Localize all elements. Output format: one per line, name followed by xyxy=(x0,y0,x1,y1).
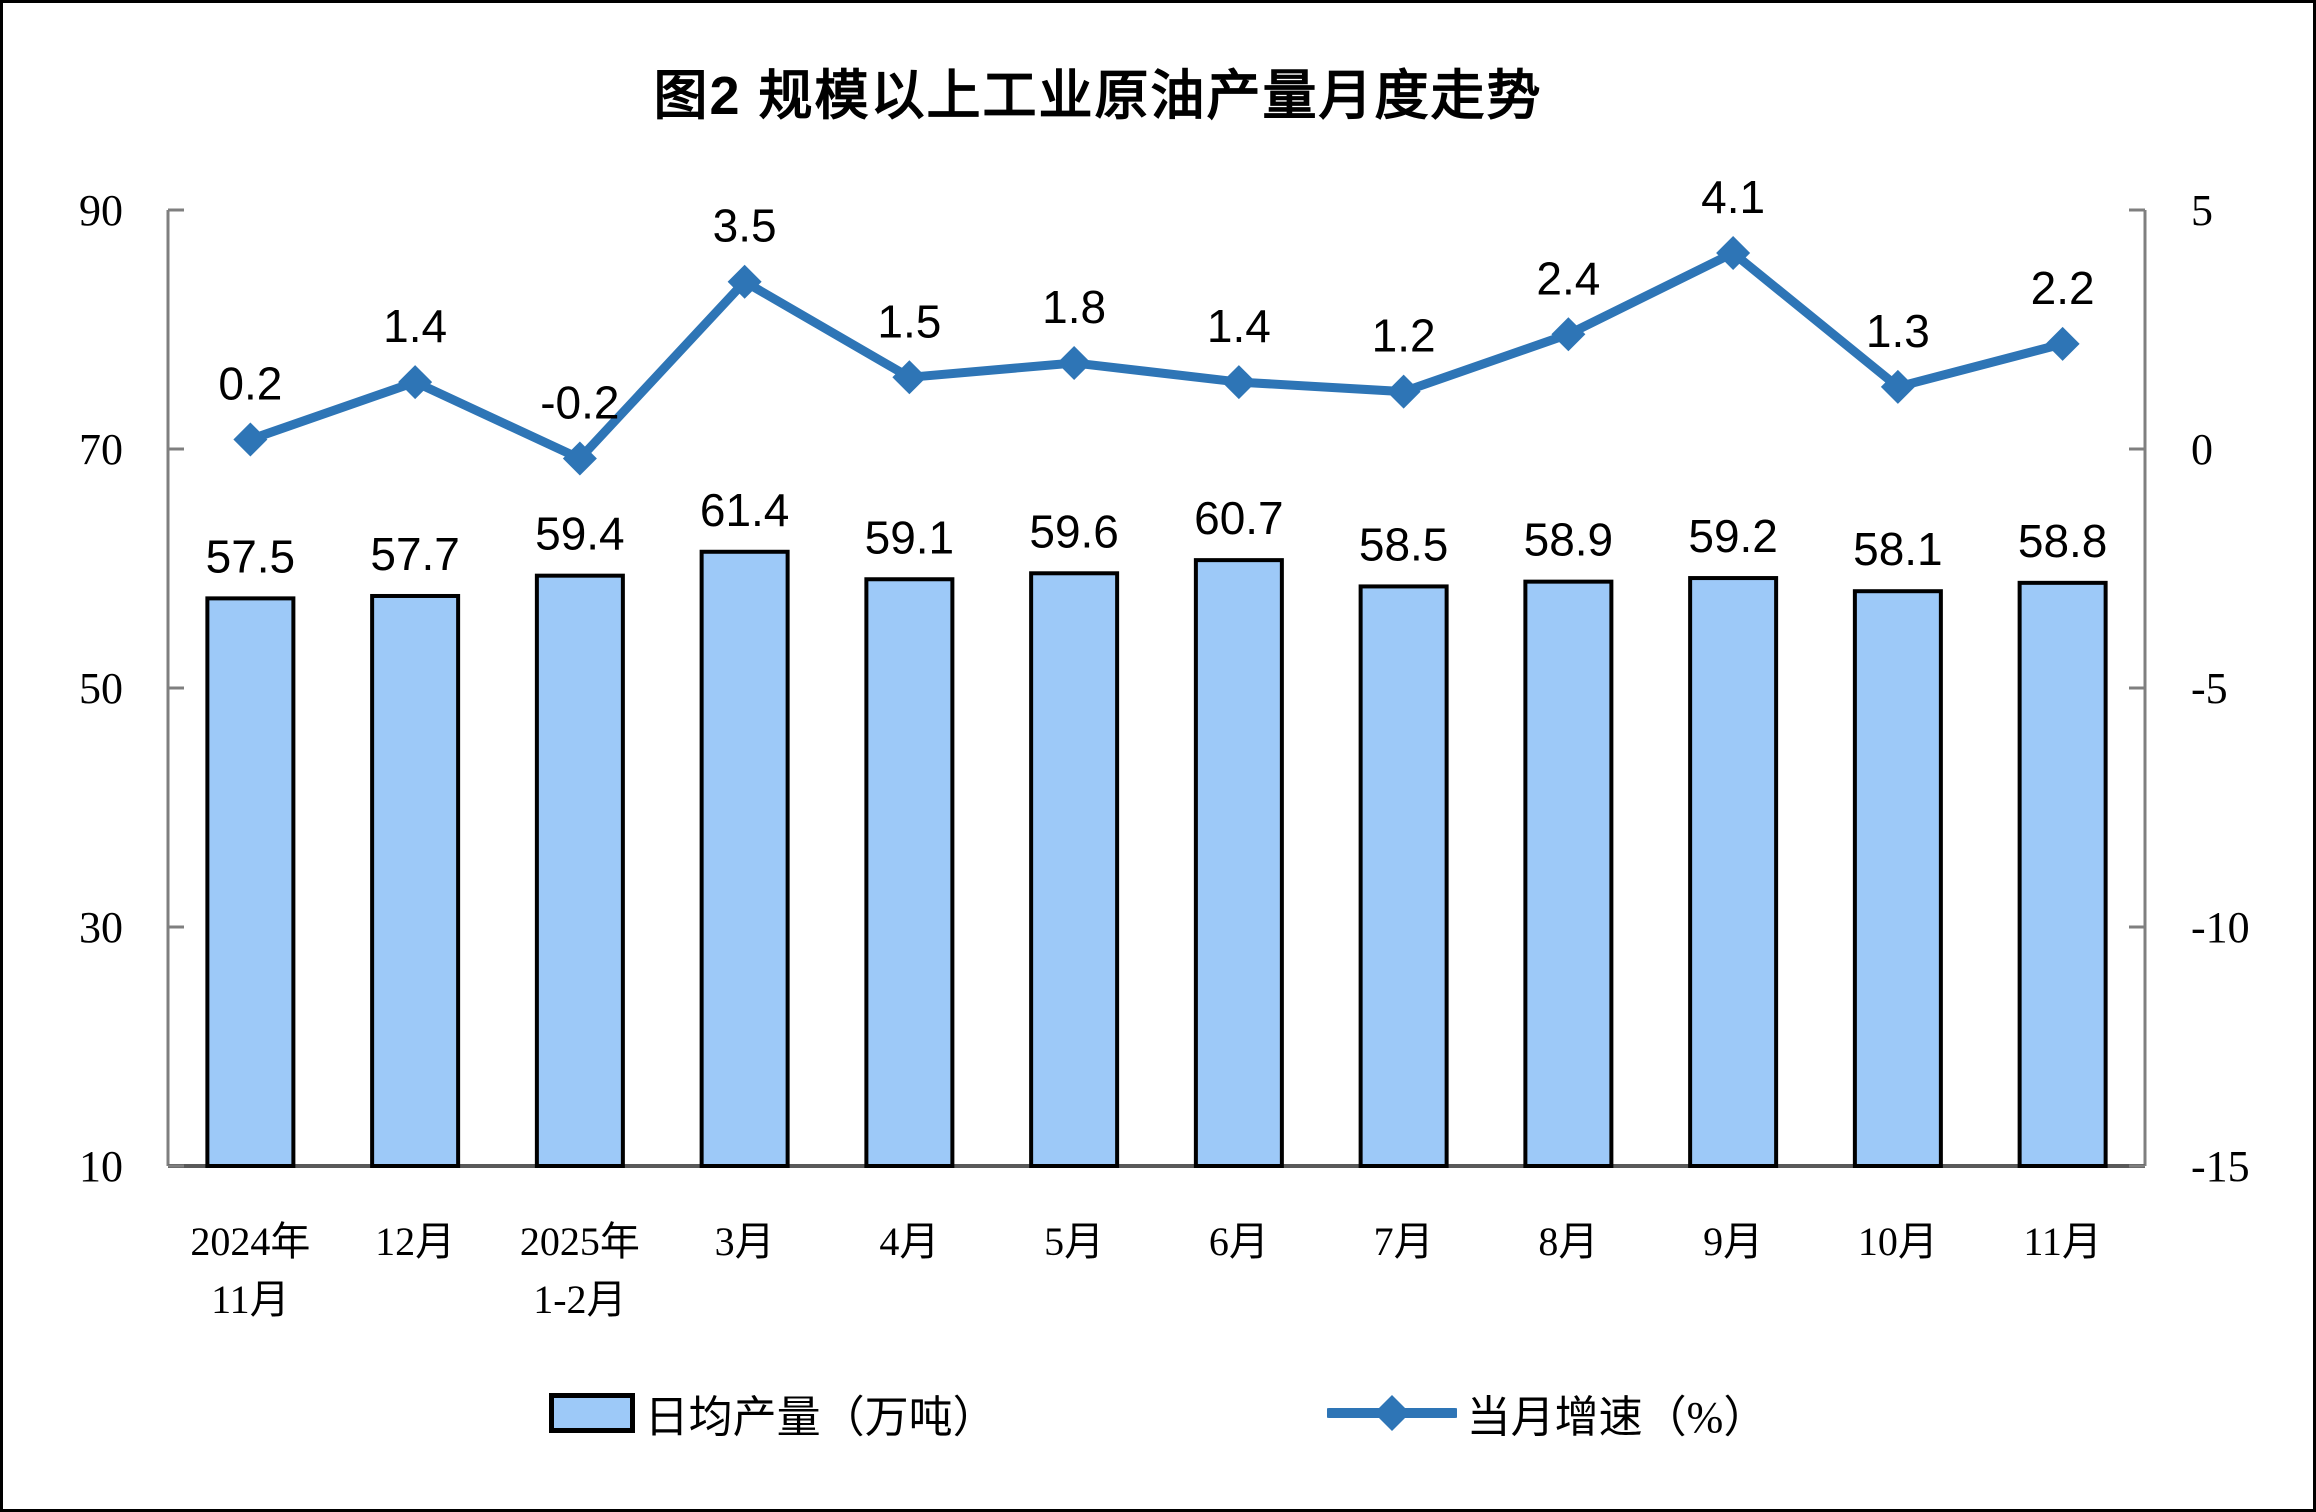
line-marker xyxy=(1221,365,1256,400)
line-value-label: -0.2 xyxy=(540,377,619,429)
x-axis-label: 2024年 xyxy=(190,1219,310,1264)
x-axis-label: 11月 xyxy=(211,1277,290,1322)
line-marker xyxy=(1057,345,1092,380)
bar-value-label: 59.4 xyxy=(535,508,625,560)
x-axis-label: 3月 xyxy=(715,1219,775,1264)
x-axis-label: 9月 xyxy=(1703,1219,1763,1264)
line-value-label: 1.2 xyxy=(1372,310,1436,362)
chart-legend: 日均产量（万吨） 当月增速（%） xyxy=(3,1381,2313,1445)
bar xyxy=(1029,571,1120,1168)
line-marker xyxy=(1880,369,1915,404)
y-axis-tick-label-left: 90 xyxy=(79,186,123,235)
bar xyxy=(2017,580,2108,1168)
legend-line-marker xyxy=(1373,1395,1410,1431)
bar-value-label: 59.2 xyxy=(1688,510,1778,562)
line-marker xyxy=(398,365,433,400)
line-value-label: 2.4 xyxy=(1536,252,1600,304)
x-axis-label: 1-2月 xyxy=(533,1277,626,1322)
bar xyxy=(699,549,790,1168)
bar-value-label: 59.6 xyxy=(1029,505,1119,557)
y-axis-tick-label-right: -15 xyxy=(2191,1142,2250,1191)
bar xyxy=(370,593,461,1168)
bar-value-label: 58.9 xyxy=(1524,514,1614,566)
growth-line xyxy=(245,248,2068,464)
legend-label-bar-series: 日均产量（万吨） xyxy=(644,1393,997,1442)
bar-value-label: 58.5 xyxy=(1359,518,1449,570)
y-axis-tick-label-right: -10 xyxy=(2191,903,2250,952)
bar-value-label: 57.5 xyxy=(206,530,296,582)
bar xyxy=(534,573,625,1168)
line-marker xyxy=(727,264,762,299)
y-axis-tick-label-right: 0 xyxy=(2191,425,2213,474)
legend-item-bar-series: 日均产量（万吨） xyxy=(548,1381,997,1445)
y-axis-tick-label-left: 50 xyxy=(79,664,123,713)
line-series-swatch-icon xyxy=(1326,1395,1457,1431)
bar xyxy=(205,596,296,1168)
line-value-label: 3.5 xyxy=(713,200,777,252)
line-value-label: 2.2 xyxy=(2031,262,2095,314)
bar xyxy=(1523,579,1614,1168)
y-axis-tick-label-left: 30 xyxy=(79,903,123,952)
bar-value-label: 59.1 xyxy=(865,511,955,563)
x-axis-label: 4月 xyxy=(879,1219,939,1264)
bar-value-label: 58.1 xyxy=(1853,523,1943,575)
x-axis-label: 12月 xyxy=(375,1219,455,1264)
bar xyxy=(864,577,955,1168)
line-marker xyxy=(892,360,927,395)
bar xyxy=(1193,558,1284,1168)
line-value-label: 1.4 xyxy=(383,300,447,352)
line-marker xyxy=(2045,326,2080,361)
line-value-label: 1.3 xyxy=(1866,305,1930,357)
bar-value-label: 58.8 xyxy=(2018,515,2108,567)
legend-label-line-series: 当月增速（%） xyxy=(1466,1393,1768,1442)
y-axis-tick-label-left: 10 xyxy=(79,1142,123,1191)
line-value-label: 0.2 xyxy=(218,357,282,409)
chart-title: 图2 规模以上工业原油产量月度走势 xyxy=(653,66,1543,126)
bar-value-label: 57.7 xyxy=(370,528,460,580)
x-axis-label: 10月 xyxy=(1858,1219,1938,1264)
bar-value-label: 61.4 xyxy=(700,484,790,536)
bar-value-label: 60.7 xyxy=(1194,492,1284,544)
line-marker xyxy=(1716,236,1751,271)
x-axis-label: 5月 xyxy=(1044,1219,1104,1264)
bar xyxy=(1358,584,1449,1168)
line-marker xyxy=(233,422,268,457)
x-axis-label: 7月 xyxy=(1374,1219,1434,1264)
line-marker xyxy=(1551,317,1586,352)
legend-item-line-series: 当月增速（%） xyxy=(1326,1381,1768,1445)
line-marker xyxy=(562,441,597,476)
line-value-label: 1.4 xyxy=(1207,300,1271,352)
x-axis-label: 8月 xyxy=(1538,1219,1598,1264)
x-axis-label: 2025年 xyxy=(520,1219,640,1264)
x-axis-label: 11月 xyxy=(2023,1219,2102,1264)
bar-series-swatch-icon xyxy=(548,1393,635,1433)
line-value-label: 1.8 xyxy=(1042,281,1106,333)
y-axis-tick-label-left: 70 xyxy=(79,425,123,474)
chart-plot-area: 10 30 50 70 90 -15 -10 -5 0 5 57.5 57.7 59.4 61.4 59.1… xyxy=(79,171,2250,1322)
y-axis-tick-label-right: 5 xyxy=(2191,186,2213,235)
line-marker xyxy=(1386,374,1421,409)
bar xyxy=(1688,576,1779,1168)
line-value-label: 1.5 xyxy=(877,295,941,347)
line-value-label: 4.1 xyxy=(1701,171,1765,223)
bar xyxy=(1852,589,1943,1168)
x-axis-label: 6月 xyxy=(1209,1219,1269,1264)
y-axis-tick-label-right: -5 xyxy=(2191,664,2228,713)
